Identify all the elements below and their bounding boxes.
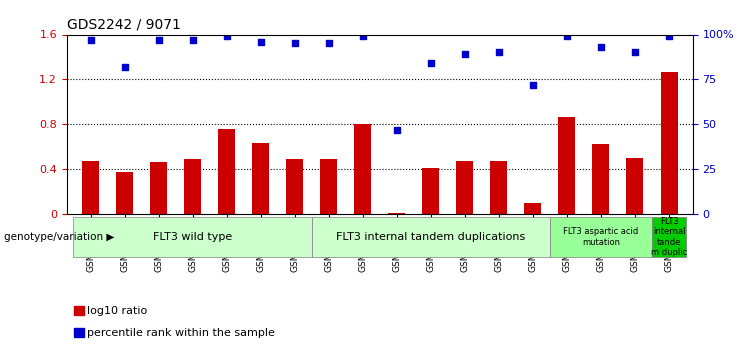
Text: GDS2242 / 9071: GDS2242 / 9071 [67, 18, 181, 32]
Point [493, 50, 505, 55]
Text: FLT3
internal
tande
m duplic: FLT3 internal tande m duplic [651, 217, 687, 257]
Point [425, 60, 436, 66]
Point [561, 33, 573, 39]
Bar [286, 159, 303, 214]
Bar [252, 143, 269, 214]
Bar [559, 117, 576, 214]
Bar [660, 71, 677, 214]
Point [187, 37, 199, 43]
Bar [150, 162, 167, 214]
Bar [422, 168, 439, 214]
Bar [550, 217, 652, 257]
Text: FLT3 aspartic acid
mutation: FLT3 aspartic acid mutation [563, 227, 639, 247]
Bar [116, 172, 133, 214]
Point [119, 64, 130, 70]
Point [221, 33, 233, 39]
Text: percentile rank within the sample: percentile rank within the sample [87, 328, 275, 338]
Text: FLT3 wild type: FLT3 wild type [153, 232, 232, 242]
Text: genotype/variation ▶: genotype/variation ▶ [4, 232, 114, 242]
Point [357, 33, 369, 39]
Text: FLT3 internal tandem duplications: FLT3 internal tandem duplications [336, 232, 525, 242]
Point [323, 41, 335, 46]
Bar [593, 144, 609, 214]
Point [629, 50, 641, 55]
Bar [652, 217, 686, 257]
Point [391, 127, 402, 132]
Bar [354, 124, 371, 214]
Bar [74, 328, 84, 337]
Bar [388, 213, 405, 214]
Bar [82, 161, 99, 214]
Bar [491, 161, 508, 214]
Bar [74, 306, 84, 315]
Point [153, 37, 165, 43]
Bar [626, 158, 643, 214]
Bar [218, 129, 235, 214]
Point [595, 44, 607, 50]
Bar [73, 217, 312, 257]
Bar [320, 159, 337, 214]
Bar [312, 217, 550, 257]
Point [459, 51, 471, 57]
Point [255, 39, 267, 45]
Bar [456, 161, 473, 214]
Bar [184, 159, 201, 214]
Point [84, 37, 96, 43]
Text: log10 ratio: log10 ratio [87, 306, 147, 315]
Point [289, 41, 301, 46]
Point [527, 82, 539, 88]
Point [663, 33, 675, 39]
Bar [525, 203, 542, 214]
